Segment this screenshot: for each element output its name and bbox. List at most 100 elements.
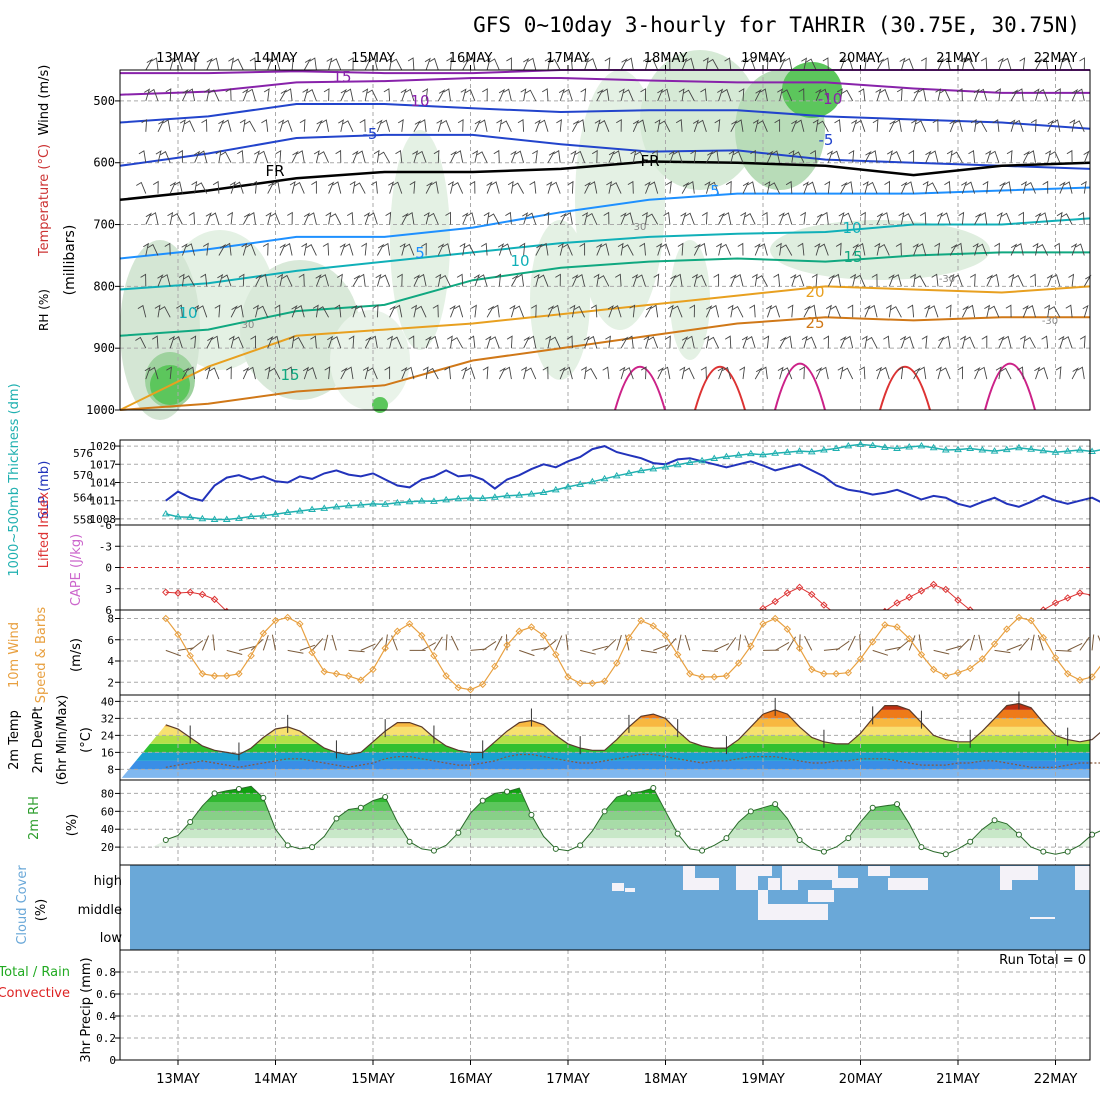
wind-barb <box>218 119 225 132</box>
thickness-marker <box>1015 443 1023 451</box>
wind10m-marker <box>649 622 658 630</box>
wind10m-marker <box>820 670 828 678</box>
wind-barb <box>920 57 927 71</box>
wind-barb <box>734 274 744 287</box>
wind-barb <box>601 88 610 101</box>
wind-barb <box>720 243 732 256</box>
isotherm-label: -30 <box>1042 316 1058 327</box>
thickness-marker <box>308 505 316 512</box>
wind-barb <box>738 88 745 101</box>
wind-barb <box>921 335 928 349</box>
wind-barb <box>900 181 908 194</box>
wind-barb <box>155 150 162 163</box>
wind-barb <box>722 366 732 380</box>
y-tick-label: 500 <box>93 94 115 108</box>
wind-barb <box>315 274 322 287</box>
wind-barb <box>681 181 690 194</box>
wind-barb <box>788 150 795 163</box>
wind10m-marker <box>1027 616 1035 625</box>
wind-barb <box>629 304 636 318</box>
wind-barb <box>1055 88 1061 101</box>
li-marker <box>650 611 656 617</box>
wind-barb <box>416 150 427 163</box>
rh-marker <box>382 794 389 800</box>
wind10m-marker <box>929 665 938 674</box>
wind-barb <box>900 335 907 349</box>
wind-barb <box>482 366 489 380</box>
wind-barb <box>798 88 805 101</box>
wind-barb <box>228 335 235 349</box>
wind-barb <box>626 335 634 349</box>
wind-barb <box>904 58 915 71</box>
wind-barb <box>806 336 817 349</box>
wind-barb <box>890 306 902 318</box>
wind-barb <box>302 366 310 380</box>
wind-barb <box>289 181 296 194</box>
wind-barb <box>330 213 342 225</box>
wind-barb <box>352 150 359 163</box>
wind-barb <box>407 57 415 71</box>
wind-barb <box>590 304 598 318</box>
li-marker <box>382 611 388 617</box>
li-marker <box>638 611 644 617</box>
wind-barb <box>701 211 708 225</box>
wind-barb <box>569 304 576 318</box>
cloud-clear <box>768 904 828 920</box>
wind-barb <box>427 367 439 380</box>
x-date-label-top: 22MAY <box>1034 51 1078 66</box>
rh-marker <box>406 838 413 845</box>
wind-barb <box>332 181 342 194</box>
wind-barb <box>837 366 844 380</box>
wind-barb <box>684 212 695 225</box>
wind-barb <box>691 273 698 287</box>
wind-barb <box>825 304 832 318</box>
wind-barb <box>1039 212 1049 225</box>
wind-barb <box>912 243 919 256</box>
y-tick-label-wind: 4 <box>107 655 114 668</box>
rh-marker <box>674 830 681 837</box>
wind-barb <box>510 150 517 163</box>
wind10m-barb <box>348 649 365 653</box>
wind-barb <box>249 57 256 71</box>
wind-barb <box>801 335 808 349</box>
chart-title: GFS 0~10day 3-hourly for TAHRIR (30.75E,… <box>473 13 1080 37</box>
wind-barb <box>631 273 639 287</box>
li-marker <box>528 611 534 617</box>
wind-barb <box>664 57 671 71</box>
wind-barb <box>605 335 611 349</box>
wind10m-marker <box>978 655 987 663</box>
wind-barb <box>1051 274 1061 287</box>
wind-barb <box>1035 212 1042 225</box>
rh-marker <box>162 836 169 843</box>
wind10m-marker <box>613 659 621 667</box>
wind-barb <box>422 366 429 380</box>
wind-barb <box>584 181 591 194</box>
wind-barb <box>429 335 439 349</box>
li-marker <box>954 596 962 604</box>
wind-barb <box>490 181 500 194</box>
wind-barb <box>978 88 988 102</box>
wind-barb <box>1013 119 1024 132</box>
wind-barb <box>619 366 626 380</box>
wind-barb <box>674 273 683 287</box>
wind-barb <box>559 366 566 380</box>
rh-marker <box>723 835 730 842</box>
wind-barb <box>440 119 451 132</box>
thickness-marker <box>832 444 841 451</box>
thickness-marker <box>990 447 999 454</box>
isotherm-25 <box>119 316 1090 411</box>
li-marker <box>687 611 693 617</box>
wind-barb <box>844 335 854 349</box>
wind-barb <box>973 88 980 102</box>
wind-barb <box>260 273 269 287</box>
wind-barb <box>248 211 256 225</box>
wind-barb <box>780 244 793 256</box>
wind-barb <box>700 366 707 380</box>
wind-barb <box>875 88 882 102</box>
y-tick-label-li: 3 <box>105 583 112 596</box>
wind-barb <box>858 88 866 101</box>
wind-barb <box>351 304 358 318</box>
isotherm-label: -5 <box>819 131 834 149</box>
y-tick-label-slp: 1020 <box>90 440 117 453</box>
wind-barb <box>191 180 198 194</box>
